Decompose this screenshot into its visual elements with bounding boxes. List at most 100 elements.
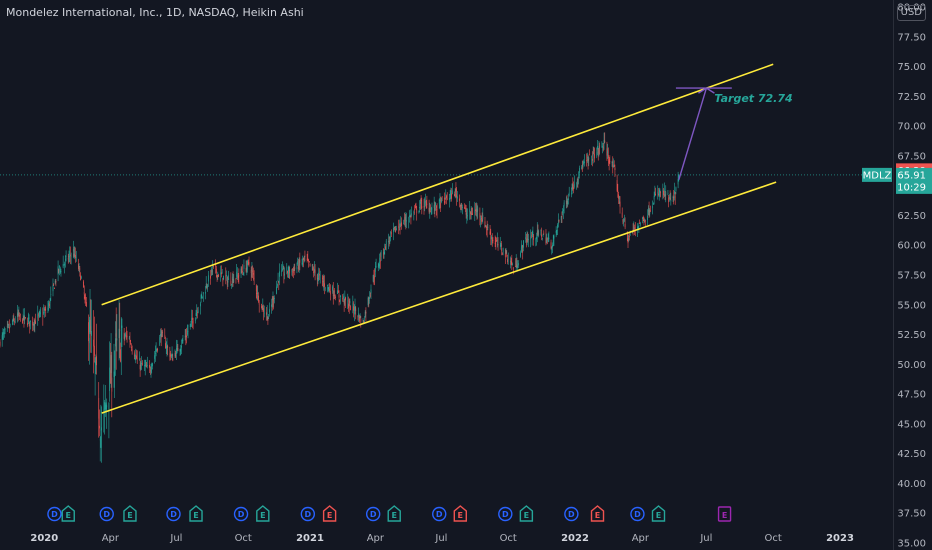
candle-body bbox=[426, 203, 428, 205]
dividend-icon[interactable] bbox=[630, 506, 645, 522]
candle-body bbox=[184, 336, 186, 338]
candle-body bbox=[324, 283, 325, 287]
candle-body bbox=[465, 207, 466, 209]
candle-body bbox=[297, 260, 299, 264]
candle-body bbox=[327, 284, 328, 286]
candle-body bbox=[129, 339, 131, 343]
candle-body bbox=[480, 218, 481, 220]
earnings-icon[interactable] bbox=[256, 505, 270, 522]
candle-body bbox=[121, 325, 123, 328]
candle-body bbox=[375, 266, 377, 267]
candle-body bbox=[120, 349, 121, 362]
candle-body bbox=[592, 158, 593, 161]
candle-body bbox=[505, 249, 507, 254]
price-tick-label: 52.50 bbox=[897, 330, 926, 341]
dividend-icon[interactable] bbox=[233, 506, 249, 522]
candle-body bbox=[380, 251, 382, 257]
candle-body bbox=[258, 295, 259, 302]
candle-body bbox=[632, 231, 633, 234]
candle-body bbox=[24, 315, 26, 317]
last-price-label: 65.91 bbox=[897, 170, 926, 181]
candle-body bbox=[322, 277, 323, 280]
countdown-label: 10:29 bbox=[897, 182, 926, 193]
candle-body bbox=[597, 145, 598, 150]
earnings-icon[interactable] bbox=[651, 505, 666, 522]
candle-body bbox=[292, 268, 293, 270]
dividend-icon[interactable] bbox=[99, 506, 114, 522]
candle-body bbox=[245, 267, 247, 272]
candle-body bbox=[238, 275, 240, 277]
candle-body bbox=[233, 279, 235, 283]
candle-body bbox=[507, 258, 508, 263]
candle-body bbox=[287, 272, 289, 274]
earnings-icon[interactable] bbox=[322, 505, 337, 522]
candle-body bbox=[251, 269, 253, 271]
candle-body bbox=[123, 332, 125, 339]
currency-label[interactable]: USD bbox=[896, 5, 926, 21]
earnings-upcoming-icon[interactable] bbox=[717, 506, 732, 522]
candle-body bbox=[186, 332, 188, 335]
candle-body bbox=[139, 359, 140, 361]
candle-body bbox=[480, 217, 482, 219]
candle-body bbox=[550, 242, 552, 249]
dividend-icon[interactable] bbox=[564, 506, 579, 522]
candle-body bbox=[177, 347, 179, 352]
candle-body bbox=[359, 316, 360, 322]
candle-body bbox=[543, 232, 545, 234]
candle-body bbox=[522, 249, 524, 253]
candle-body bbox=[591, 156, 593, 158]
candle-body bbox=[14, 321, 16, 323]
dividend-icon[interactable] bbox=[166, 506, 181, 522]
candle-body bbox=[438, 199, 440, 204]
dividend-icon[interactable] bbox=[47, 506, 62, 522]
dividend-icon[interactable] bbox=[432, 506, 447, 522]
candle-body bbox=[406, 220, 407, 222]
candle-body bbox=[8, 325, 10, 326]
candle-body bbox=[133, 352, 135, 357]
candle-body bbox=[105, 404, 107, 410]
candle-body bbox=[439, 200, 441, 201]
date-tick-label: Apr bbox=[632, 533, 650, 544]
candle-body bbox=[523, 240, 524, 248]
candle-body bbox=[91, 330, 92, 336]
candle-body bbox=[149, 365, 150, 368]
earnings-icon[interactable] bbox=[519, 505, 534, 522]
candle-body bbox=[622, 219, 624, 222]
price-tick-label: 40.00 bbox=[897, 479, 926, 490]
candle-body bbox=[210, 275, 211, 279]
candle-body bbox=[42, 315, 44, 318]
candle-body bbox=[269, 309, 270, 313]
date-tick-label: Apr bbox=[367, 533, 385, 544]
earnings-icon[interactable] bbox=[189, 505, 203, 522]
candle-body bbox=[500, 244, 502, 246]
dividend-icon[interactable] bbox=[365, 506, 381, 522]
candle-body bbox=[486, 228, 488, 230]
earnings-letter: E bbox=[391, 511, 396, 520]
price-tick-label: 42.50 bbox=[897, 449, 926, 460]
candle-body bbox=[277, 279, 279, 282]
candle-body bbox=[347, 300, 349, 302]
candle-body bbox=[116, 338, 118, 341]
dividend-icon[interactable] bbox=[498, 506, 513, 522]
candle-body bbox=[75, 254, 76, 258]
candle-body bbox=[141, 362, 142, 365]
candle-body bbox=[536, 236, 537, 240]
candle-body bbox=[409, 214, 411, 216]
dividend-icon[interactable] bbox=[300, 506, 316, 522]
candle-body bbox=[415, 206, 417, 208]
earnings-icon[interactable] bbox=[61, 505, 75, 522]
price-tick-label: 35.00 bbox=[897, 538, 926, 549]
candle-body bbox=[200, 295, 202, 300]
candle-body bbox=[202, 296, 203, 298]
earnings-icon[interactable] bbox=[453, 505, 467, 522]
earnings-icon[interactable] bbox=[590, 505, 605, 522]
candle-body bbox=[182, 339, 184, 341]
earnings-icon[interactable] bbox=[387, 505, 401, 522]
candle-body bbox=[103, 408, 105, 412]
date-tick-label: Apr bbox=[102, 533, 120, 544]
price-tick-label: 67.50 bbox=[897, 151, 926, 162]
earnings-icon[interactable] bbox=[123, 505, 137, 522]
candle-body bbox=[404, 220, 405, 222]
